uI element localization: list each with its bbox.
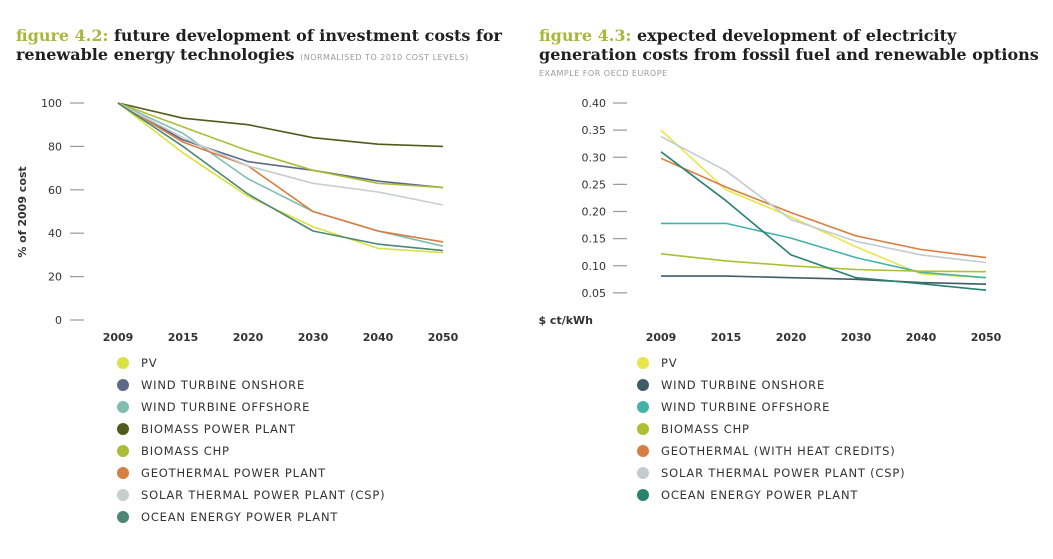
chart2-x-tick-label: 2020 (776, 331, 807, 344)
chart2-x-tick-label: 2015 (711, 331, 742, 344)
legend-label: BIOMASS CHP (661, 422, 750, 436)
legend-item: WIND TURBINE ONSHORE (637, 374, 905, 396)
chart1-series-line-7 (117, 102, 444, 206)
chart1-y-tick-label: 60 (48, 184, 62, 197)
chart2-y-tick-label: 0.05 (582, 287, 607, 300)
legend-swatch (117, 423, 129, 435)
legend-label: OCEAN ENERGY POWER PLANT (141, 510, 339, 524)
legend-label: WIND TURBINE OFFSHORE (661, 400, 831, 414)
chart1-series-line-8 (117, 102, 444, 252)
chart1-series-line-6 (117, 102, 444, 243)
figure-4-3-title: figure 4.3: expected development of elec… (539, 26, 1049, 64)
chart2-x-tick-label: 2009 (646, 331, 677, 344)
legend-label: GEOTHERMAL POWER PLANT (141, 466, 326, 480)
chart1-y-tick-label: 80 (48, 140, 62, 153)
chart2-y-tick-label: 0.10 (582, 260, 607, 273)
chart2-y-tick-label: 0.35 (582, 124, 607, 137)
chart2-x-tick-label: 2050 (971, 331, 1002, 344)
legend-label: BIOMASS CHP (141, 444, 230, 458)
legend-swatch (117, 445, 129, 457)
figure-4-2-subtitle: (NORMALISED TO 2010 COST LEVELS) (300, 53, 469, 62)
chart1-y-axis-label: % of 2009 cost (16, 166, 29, 257)
legend-swatch (117, 511, 129, 523)
legend-item: GEOTHERMAL POWER PLANT (117, 462, 385, 484)
legend-item: OCEAN ENERGY POWER PLANT (117, 506, 385, 528)
legend-swatch (637, 401, 649, 413)
chart1-y-tick-label: 40 (48, 227, 62, 240)
figure-4-3-legend: PV WIND TURBINE ONSHORE WIND TURBINE OFFSH… (637, 352, 905, 506)
legend-item: PV (637, 352, 905, 374)
figure-4-2-heading: future development of investment costs f… (16, 26, 502, 64)
chart1-series-line-2 (117, 102, 444, 189)
legend-item: BIOMASS POWER PLANT (117, 418, 385, 440)
chart2-y-tick-label: 0.20 (582, 206, 607, 219)
chart1-y-tick-label: 0 (55, 314, 62, 327)
figure-4-2-label: figure 4.2: (16, 26, 109, 45)
figure-4-3-label: figure 4.3: (539, 26, 632, 45)
legend-item: OCEAN ENERGY POWER PLANT (637, 484, 905, 506)
chart1-series-line-5 (117, 102, 444, 189)
chart1-x-tick-label: 2040 (363, 331, 394, 344)
chart2-y-tick-label: 0.25 (582, 178, 607, 191)
legend-item: BIOMASS CHP (117, 440, 385, 462)
chart2-series-line-2 (661, 275, 987, 285)
legend-swatch (117, 467, 129, 479)
chart1-x-tick-label: 2009 (103, 331, 134, 344)
legend-item: WIND TURBINE OFFSHORE (117, 396, 385, 418)
legend-label: WIND TURBINE ONSHORE (141, 378, 306, 392)
legend-label: PV (661, 356, 678, 370)
chart1-x-tick-label: 2015 (168, 331, 199, 344)
legend-swatch (117, 489, 129, 501)
chart1-x-tick-label: 2050 (428, 331, 459, 344)
figure-4-3-heading: expected development of electricity gene… (539, 26, 1039, 64)
legend-label: OCEAN ENERGY POWER PLANT (661, 488, 859, 502)
legend-swatch (117, 401, 129, 413)
legend-label: WIND TURBINE ONSHORE (661, 378, 826, 392)
legend-item: BIOMASS CHP (637, 418, 905, 440)
chart2-series-line-3 (661, 222, 987, 279)
legend-swatch (637, 467, 649, 479)
legend-swatch (637, 357, 649, 369)
chart1-series-line-1 (117, 102, 444, 254)
chart2-y-tick-label: 0.30 (582, 151, 607, 164)
chart2-series-line-7 (660, 151, 987, 291)
chart2-series-line-4 (660, 253, 987, 273)
chart1-y-tick-label: 20 (48, 271, 62, 284)
legend-item: WIND TURBINE ONSHORE (117, 374, 385, 396)
chart2-series-line-1 (660, 129, 987, 279)
figure-4-2-legend: PV WIND TURBINE ONSHORE WIND TURBINE OFFSH… (117, 352, 385, 528)
legend-swatch (637, 423, 649, 435)
legend-item: PV (117, 352, 385, 374)
chart2-y-tick-label: 0.40 (582, 97, 607, 110)
legend-swatch (637, 379, 649, 391)
legend-item: SOLAR THERMAL POWER PLANT (CSP) (637, 462, 905, 484)
figure-4-3-subtitle: EXAMPLE FOR OECD EUROPE (539, 69, 668, 78)
legend-swatch (637, 489, 649, 501)
legend-label: SOLAR THERMAL POWER PLANT (CSP) (141, 488, 386, 502)
legend-item: GEOTHERMAL (WITH HEAT CREDITS) (637, 440, 905, 462)
chart2-series-line-5 (660, 157, 987, 259)
legend-swatch (637, 445, 649, 457)
legend-item: WIND TURBINE OFFSHORE (637, 396, 905, 418)
legend-label: BIOMASS POWER PLANT (141, 422, 296, 436)
figure-4-2-title: figure 4.2: future development of invest… (16, 26, 516, 67)
chart1-y-tick-label: 100 (41, 97, 62, 110)
legend-swatch (117, 379, 129, 391)
chart1-x-tick-label: 2030 (298, 331, 329, 344)
chart2-y-tick-label: 0.15 (582, 233, 607, 246)
chart1-x-tick-label: 2020 (233, 331, 264, 344)
chart2-y-axis-label: $ ct/kWh (538, 314, 593, 327)
chart2-x-tick-label: 2040 (906, 331, 937, 344)
chart2-x-tick-label: 2030 (841, 331, 872, 344)
chart2-series-line-6 (660, 135, 987, 264)
legend-label: PV (141, 356, 158, 370)
legend-label: SOLAR THERMAL POWER PLANT (CSP) (661, 466, 906, 480)
legend-item: SOLAR THERMAL POWER PLANT (CSP) (117, 484, 385, 506)
legend-label: WIND TURBINE OFFSHORE (141, 400, 311, 414)
chart1-series-line-4 (117, 102, 444, 148)
legend-swatch (117, 357, 129, 369)
legend-label: GEOTHERMAL (WITH HEAT CREDITS) (661, 444, 896, 458)
